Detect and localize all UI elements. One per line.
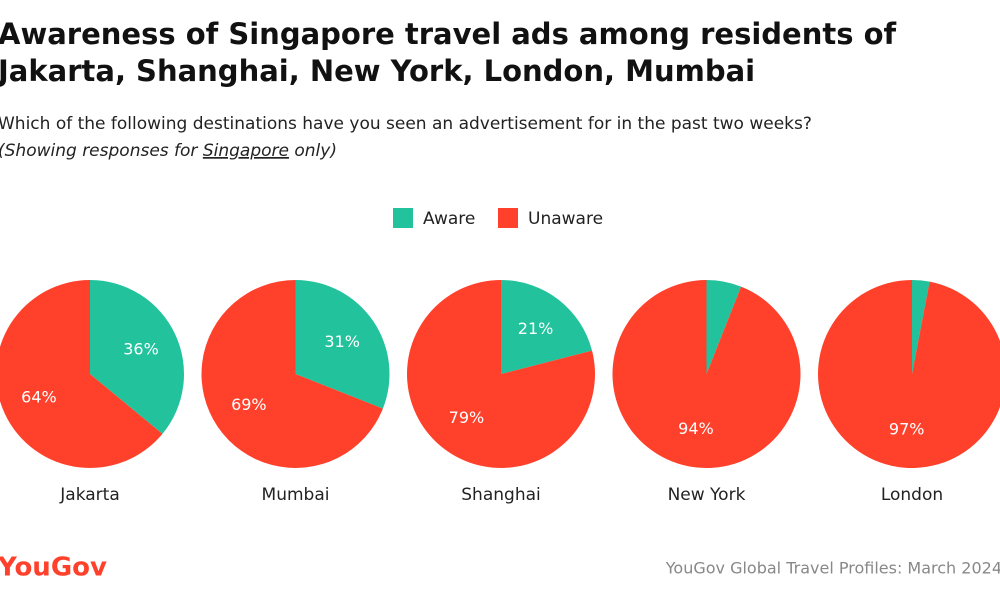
pie-slice [407,280,596,468]
data-label: 79% [449,408,485,427]
subtitle: Which of the following destinations have… [0,114,812,134]
legend-swatch [393,208,413,228]
legend-label: Aware [423,209,475,229]
pie-slice [612,280,801,468]
logo: YouGov [0,553,107,583]
pie-label: Shanghai [461,485,540,505]
pie-label: Mumbai [262,485,330,505]
legend-label: Unaware [528,209,603,229]
data-label: 36% [123,339,159,358]
data-label: 64% [21,388,57,407]
source: YouGov Global Travel Profiles: March 202… [665,559,1000,578]
data-label: 94% [678,419,714,438]
pie-label: Jakarta [59,485,119,505]
data-label: 69% [231,395,267,414]
note-part: (Showing responses for [0,141,203,161]
title-line: Awareness of Singapore travel ads among … [0,17,897,51]
note-part: only) [289,141,337,161]
data-label: 21% [518,319,554,338]
note: (Showing responses for Singapore only) [0,141,337,161]
title-line: Jakarta, Shanghai, New York, London, Mum… [0,54,755,88]
pie-slice [912,280,930,374]
pie-slice [818,280,1000,468]
pie-slice [501,280,593,374]
pie-slice [0,280,163,468]
pie-slice [90,280,184,434]
pie-slice [201,280,383,469]
pie-label: New York [668,485,746,505]
legend-swatch [498,208,518,228]
pie-slice [295,280,390,409]
pie-slice [706,280,742,374]
pie-label: London [881,485,943,505]
note-part: Singapore [203,141,289,161]
data-label: 31% [324,332,360,351]
data-label: 97% [889,420,925,439]
